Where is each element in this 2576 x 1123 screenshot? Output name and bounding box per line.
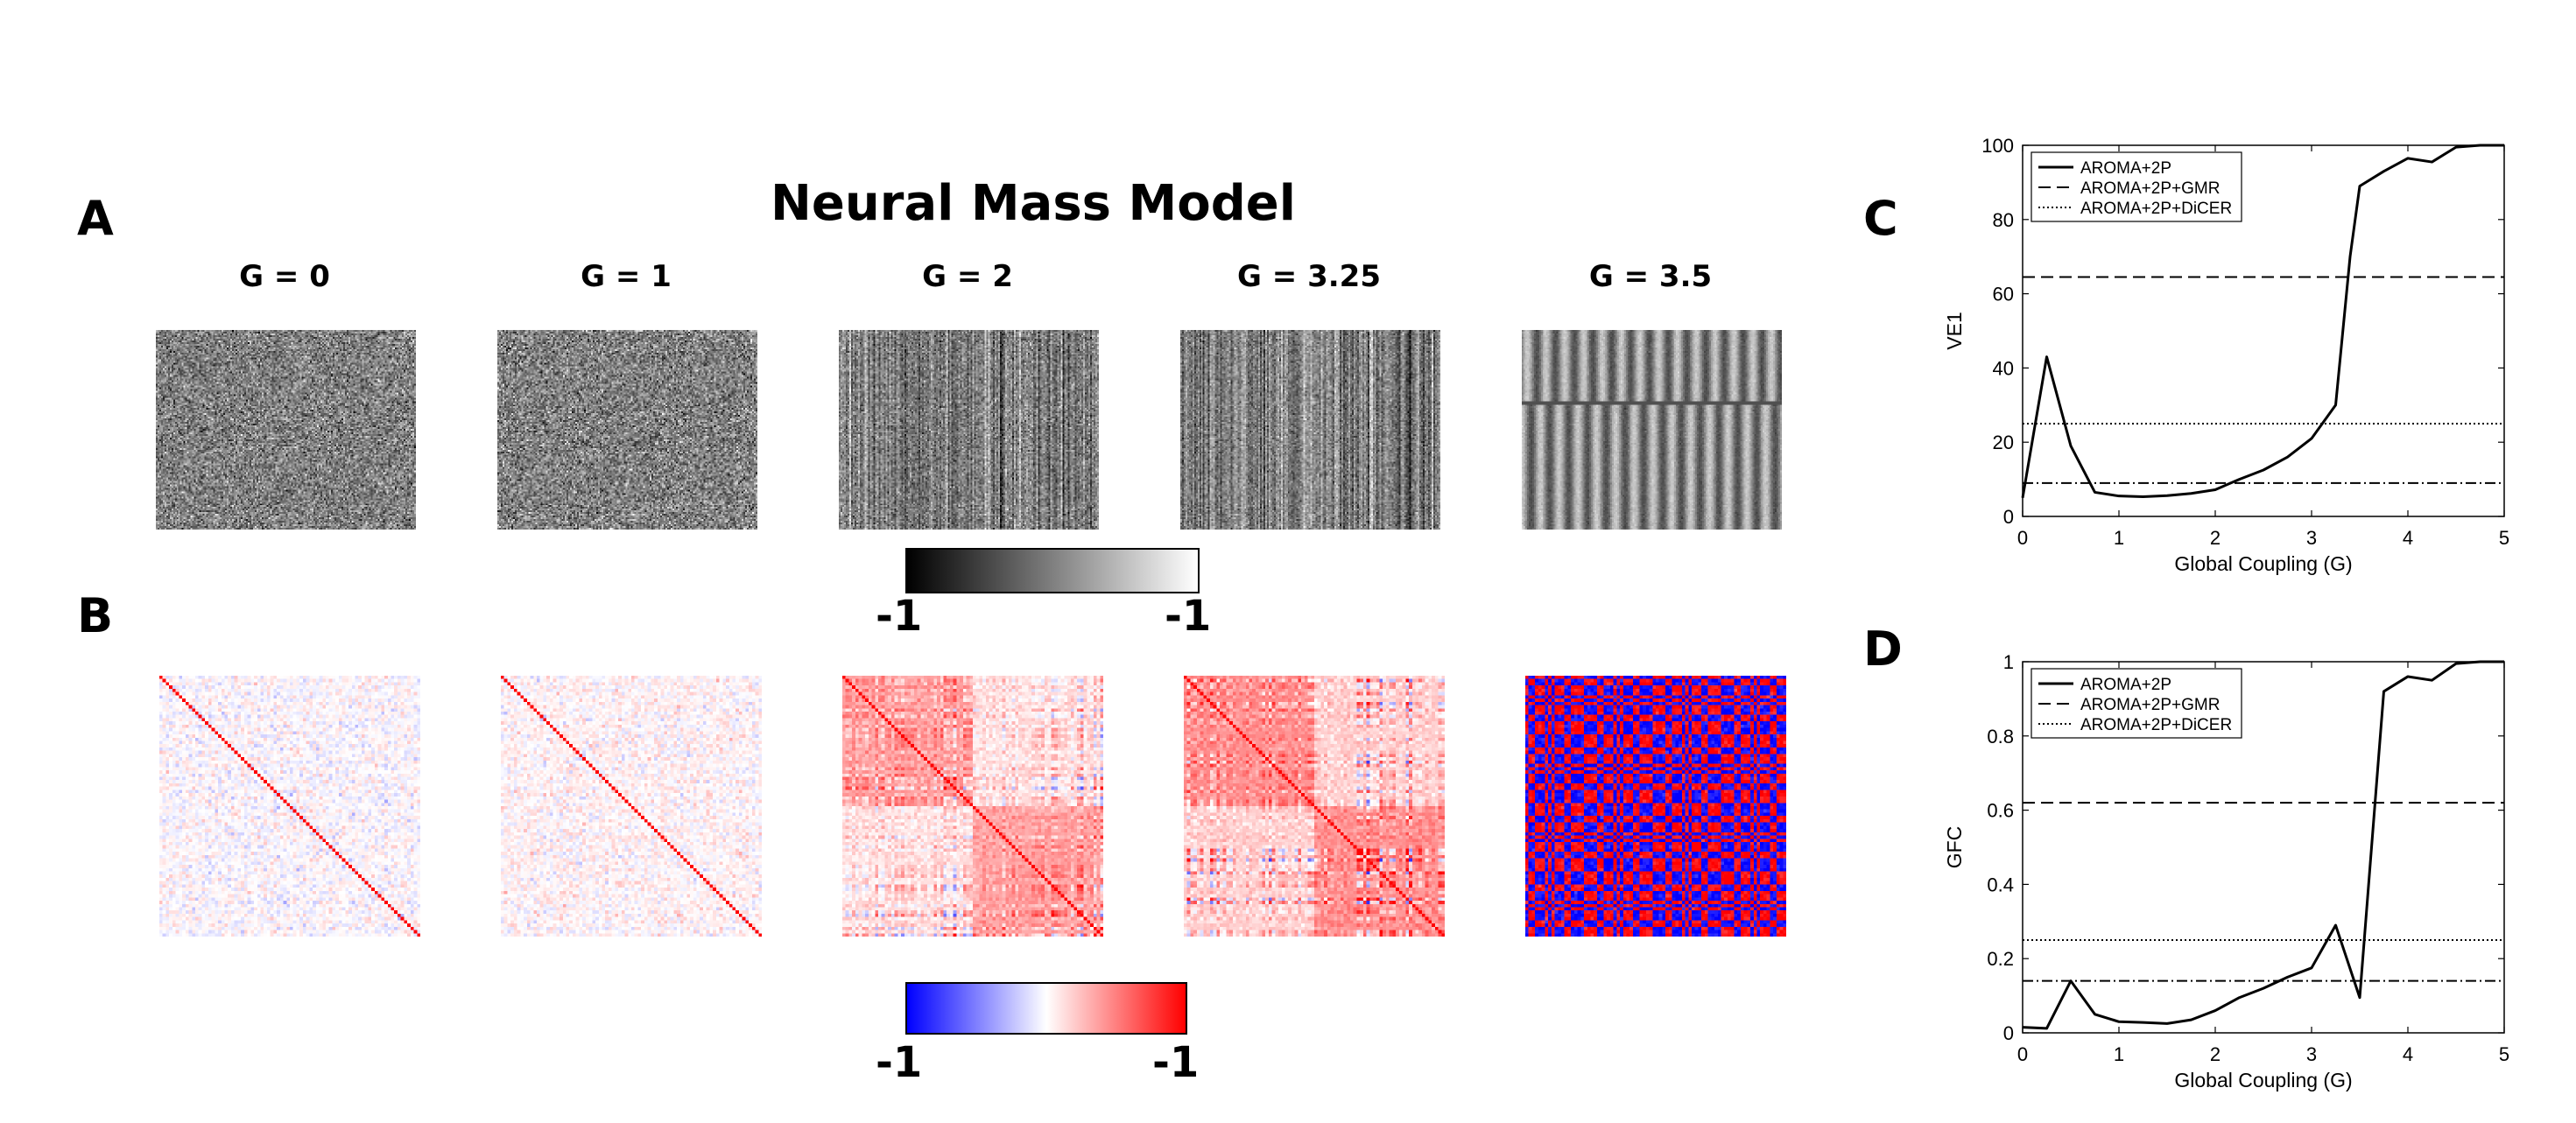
y-tick-label: 80 [1993, 209, 2014, 231]
x-tick-label: 0 [2017, 527, 2028, 549]
y-tick-label: 60 [1993, 284, 2014, 305]
y-tick-label: 0.8 [1987, 726, 2014, 747]
correlation-matrix-g3-5 [1525, 676, 1786, 937]
legend-label: AROMA+2P+DiCER [2080, 200, 2232, 218]
legend-label: AROMA+2P+DiCER [2080, 716, 2232, 734]
x-tick-label: 1 [2114, 527, 2124, 549]
x-tick-label: 3 [2306, 1043, 2317, 1065]
g-label-1: G = 1 [581, 259, 672, 294]
rwb-colorbar [905, 982, 1187, 1035]
timeseries-image-g3-5 [1522, 330, 1782, 530]
y-axis-label: GFC [1943, 826, 1966, 869]
panel-letter-c: C [1863, 191, 1898, 246]
y-tick-label: 0.6 [1987, 800, 2014, 822]
legend-label: AROMA+2P [2080, 159, 2171, 178]
x-tick-label: 2 [2210, 1043, 2221, 1065]
x-tick-label: 2 [2210, 527, 2221, 549]
x-axis-label: Global Coupling (G) [2174, 1069, 2352, 1091]
x-tick-label: 0 [2017, 1043, 2028, 1065]
x-tick-label: 5 [2499, 527, 2509, 549]
x-tick-label: 4 [2403, 527, 2413, 549]
y-tick-label: 100 [1981, 135, 2014, 157]
y-tick-label: 0 [2003, 506, 2014, 528]
rwb-colorbar-min-label: -1 [876, 1038, 923, 1087]
panel-letter-b: B [77, 588, 114, 643]
chart-d-gfc: 0 1 2 3 4 5 0 0.2 0.4 0.6 0.8 1 Global Coupling (G) G… [1943, 651, 2509, 1091]
correlation-matrix-g3-25 [1184, 676, 1445, 937]
legend-label: AROMA+2P [2080, 676, 2171, 694]
correlation-matrix-g1 [501, 676, 762, 937]
y-tick-label: 0.4 [1987, 874, 2014, 895]
correlation-matrix-g2 [842, 676, 1103, 937]
legend-label: AROMA+2P+GMR [2080, 696, 2220, 714]
main-title: Neural Mass Model [771, 175, 1296, 232]
y-tick-label: 0 [2003, 1022, 2014, 1044]
panel-letter-d: D [1863, 621, 1903, 677]
timeseries-image-g0 [156, 330, 416, 530]
legend-label: AROMA+2P+GMR [2080, 179, 2220, 198]
y-tick-label: 1 [2003, 651, 2014, 673]
panel-letter-a: A [77, 191, 114, 246]
y-tick-label: 0.2 [1987, 948, 2014, 970]
x-tick-label: 3 [2306, 527, 2317, 549]
timeseries-image-g2 [839, 330, 1099, 530]
x-tick-label: 4 [2403, 1043, 2413, 1065]
chart-c-ve1: 0 1 2 3 4 5 0 20 40 60 80 100 Global Coupling (G) VE1… [1943, 135, 2509, 575]
gray-colorbar-max-label: -1 [1165, 592, 1212, 641]
y-axis-label: VE1 [1943, 312, 1966, 349]
y-tick-label: 20 [1993, 432, 2014, 453]
g-label-0: G = 0 [239, 259, 330, 294]
g-label-3: G = 3.25 [1237, 259, 1381, 294]
gray-colorbar [905, 548, 1200, 593]
x-axis-label: Global Coupling (G) [2174, 552, 2352, 575]
y-tick-label: 40 [1993, 357, 2014, 379]
correlation-matrix-g0 [159, 676, 420, 937]
gray-colorbar-min-label: -1 [876, 592, 923, 641]
timeseries-image-g3-25 [1180, 330, 1440, 530]
series-line-aroma-2p [2021, 144, 2504, 499]
series-line-aroma-2p [2022, 660, 2504, 1030]
rwb-colorbar-max-label: -1 [1152, 1038, 1200, 1087]
x-tick-label: 5 [2499, 1043, 2509, 1065]
timeseries-image-g1 [497, 330, 757, 530]
g-label-4: G = 3.5 [1588, 259, 1713, 294]
g-label-2: G = 2 [922, 259, 1013, 294]
x-tick-label: 1 [2114, 1043, 2124, 1065]
